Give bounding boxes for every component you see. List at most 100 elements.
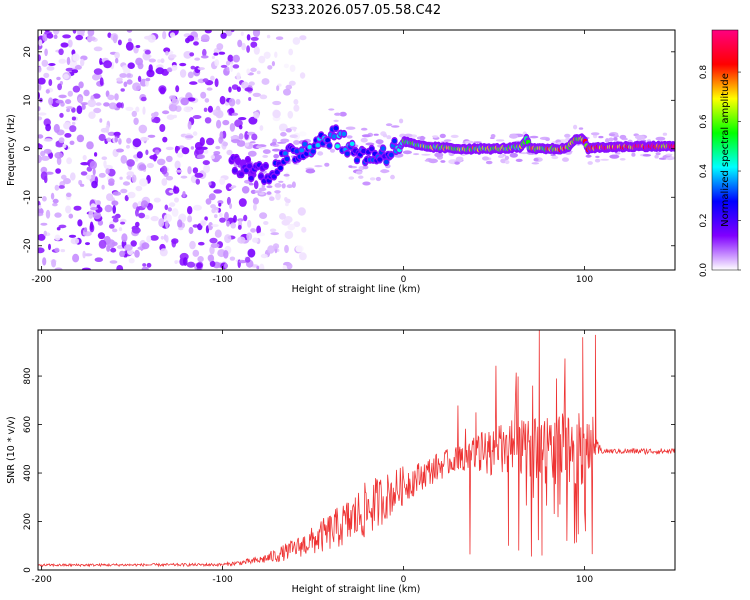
halo-blob bbox=[360, 127, 368, 131]
noise-blob bbox=[165, 235, 169, 243]
noise-blob bbox=[194, 57, 201, 61]
noise-blob bbox=[38, 116, 43, 121]
noise-blob bbox=[189, 81, 198, 85]
noise-blob bbox=[246, 34, 251, 41]
noise-blob bbox=[259, 94, 268, 100]
noise-blob bbox=[87, 99, 97, 108]
noise-blob bbox=[71, 121, 76, 125]
noise-blob bbox=[196, 154, 205, 160]
noise-blob bbox=[80, 162, 89, 166]
noise-blob bbox=[103, 60, 112, 69]
noise-blob bbox=[80, 58, 85, 67]
noise-blob bbox=[52, 30, 60, 35]
noise-blob bbox=[237, 224, 242, 230]
colorbar-tick-label: 0.4 bbox=[699, 164, 709, 179]
noise-blob bbox=[60, 249, 66, 253]
noise-blob bbox=[213, 206, 219, 211]
noise-blob bbox=[172, 114, 177, 119]
noise-blob bbox=[256, 266, 260, 270]
noise-blob bbox=[151, 118, 157, 123]
noise-blob bbox=[247, 248, 256, 258]
halo-blob bbox=[348, 165, 353, 168]
halo-blob bbox=[609, 154, 620, 159]
noise-blob bbox=[112, 218, 119, 223]
noise-blob bbox=[167, 207, 172, 212]
noise-blob bbox=[202, 160, 210, 166]
halo-blob bbox=[248, 182, 254, 186]
noise-blob bbox=[163, 47, 171, 53]
noise-blob bbox=[92, 73, 100, 81]
noise-blob bbox=[215, 145, 221, 150]
halo-blob bbox=[346, 135, 353, 139]
noise-blob bbox=[126, 175, 132, 180]
noise-blob bbox=[248, 116, 258, 125]
noise-blob bbox=[182, 191, 186, 198]
noise-blob bbox=[278, 123, 288, 132]
halo-blob bbox=[272, 148, 281, 152]
halo-blob bbox=[631, 152, 636, 157]
noise-blob bbox=[238, 260, 247, 264]
noise-blob bbox=[228, 86, 232, 93]
noise-blob bbox=[288, 80, 296, 86]
noise-blob bbox=[205, 198, 212, 205]
ridge-core bbox=[271, 174, 277, 179]
noise-blob bbox=[195, 178, 200, 185]
noise-blob bbox=[71, 69, 79, 74]
noise-blob bbox=[111, 215, 120, 219]
halo-blob bbox=[355, 170, 363, 175]
noise-blob bbox=[145, 149, 149, 156]
noise-blob bbox=[123, 244, 133, 251]
noise-blob bbox=[168, 202, 176, 207]
noise-blob bbox=[83, 253, 93, 257]
noise-blob bbox=[147, 134, 156, 138]
noise-blob bbox=[207, 254, 214, 262]
noise-blob bbox=[138, 212, 146, 219]
noise-blob bbox=[267, 65, 273, 70]
noise-blob bbox=[106, 239, 116, 249]
noise-blob bbox=[197, 256, 204, 263]
halo-blob bbox=[404, 133, 413, 137]
noise-blob bbox=[162, 31, 167, 40]
noise-blob bbox=[227, 54, 234, 63]
x-tick-label: 0 bbox=[401, 275, 407, 285]
ridge-core bbox=[232, 168, 238, 173]
noise-blob bbox=[112, 205, 116, 214]
halo-blob bbox=[482, 156, 490, 161]
noise-blob bbox=[120, 88, 125, 92]
noise-blob bbox=[253, 203, 257, 211]
halo-blob bbox=[314, 165, 323, 168]
noise-blob bbox=[194, 172, 204, 178]
noise-blob bbox=[238, 117, 247, 121]
noise-blob bbox=[99, 57, 103, 66]
noise-blob bbox=[141, 266, 149, 270]
noise-blob bbox=[42, 33, 48, 42]
halo-blob bbox=[339, 111, 347, 117]
halo-blob bbox=[266, 185, 273, 189]
halo-blob bbox=[413, 153, 420, 156]
noise-blob bbox=[187, 166, 192, 175]
noise-blob bbox=[107, 32, 112, 38]
noise-blob bbox=[94, 152, 98, 157]
noise-blob bbox=[274, 51, 278, 58]
noise-blob bbox=[70, 172, 76, 181]
noise-blob bbox=[187, 206, 193, 215]
noise-blob bbox=[112, 228, 118, 233]
noise-blob bbox=[38, 77, 46, 85]
halo-blob bbox=[361, 134, 371, 138]
y-tick-label: 200 bbox=[23, 513, 33, 530]
halo-blob bbox=[533, 157, 539, 162]
noise-blob bbox=[144, 214, 150, 220]
noise-blob bbox=[287, 223, 296, 231]
noise-blob bbox=[126, 144, 130, 149]
noise-blob bbox=[148, 58, 156, 63]
halo-blob bbox=[495, 139, 505, 142]
ridge-core bbox=[245, 157, 251, 163]
noise-blob bbox=[299, 35, 307, 41]
noise-blob bbox=[229, 203, 233, 209]
noise-blob bbox=[63, 122, 72, 130]
snr-frame bbox=[37, 329, 676, 571]
noise-blob bbox=[159, 248, 168, 257]
noise-blob bbox=[58, 58, 67, 64]
noise-blob bbox=[78, 81, 84, 89]
